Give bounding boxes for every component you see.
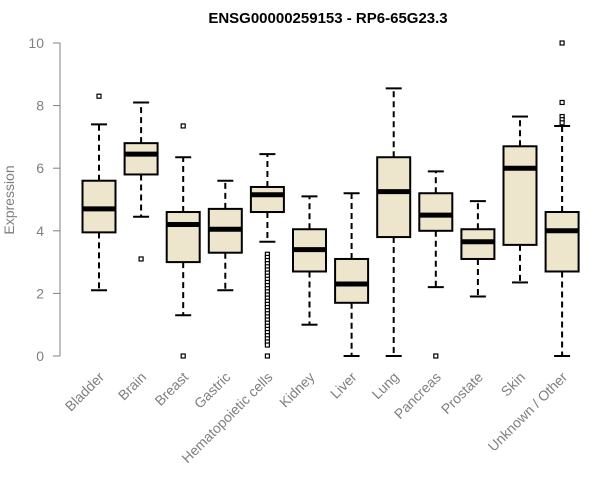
box-unknown-other xyxy=(544,40,580,357)
y-tick-label: 8 xyxy=(36,98,44,114)
y-axis-label: Expression xyxy=(1,165,17,234)
x-tick-label: Skin xyxy=(498,369,529,400)
outlier-point xyxy=(180,353,186,359)
iqr-box xyxy=(249,185,285,214)
box-hematopoietic-cells xyxy=(249,153,285,359)
outlier-point xyxy=(138,256,144,262)
outlier-point xyxy=(433,353,439,359)
iqr-box xyxy=(418,192,454,232)
iqr-box xyxy=(544,211,580,273)
x-tick-label: Breast xyxy=(151,369,191,409)
x-tick-label: Unknown / Other xyxy=(485,369,571,455)
box-lung xyxy=(376,87,412,357)
box-liver xyxy=(334,192,370,357)
outlier-point xyxy=(96,93,102,99)
iqr-box xyxy=(502,145,538,246)
outlier-point xyxy=(180,123,186,129)
iqr-box xyxy=(165,211,201,264)
boxes-group xyxy=(81,40,580,359)
iqr-box xyxy=(334,257,370,304)
box-pancreas xyxy=(418,170,454,359)
outlier-point xyxy=(559,40,565,46)
y-tick-label: 6 xyxy=(36,160,44,176)
y-tick-label: 0 xyxy=(36,348,44,364)
x-tick-label: Bladder xyxy=(62,369,108,415)
outlier-point xyxy=(264,353,270,359)
y-tick-label: 10 xyxy=(28,35,44,51)
box-skin xyxy=(502,115,538,284)
x-tick-label: Liver xyxy=(327,369,360,402)
outlier-point xyxy=(559,99,565,106)
iqr-box xyxy=(376,156,412,239)
box-prostate xyxy=(460,200,496,298)
box-brain xyxy=(123,101,159,262)
outlier-point xyxy=(264,342,270,348)
box-bladder xyxy=(81,93,117,292)
chart-title: ENSG00000259153 - RP6-65G23.3 xyxy=(208,10,447,27)
box-breast xyxy=(165,123,201,359)
box-gastric xyxy=(207,179,243,292)
x-tick-label: Brain xyxy=(115,369,149,403)
x-tick-label: Kidney xyxy=(276,369,318,411)
y-axis: 0 2 4 6 8 10 xyxy=(28,35,61,364)
outlier-point xyxy=(559,120,565,126)
x-tick-label: Prostate xyxy=(438,369,486,417)
y-tick-label: 4 xyxy=(36,223,44,239)
box-kidney xyxy=(292,195,327,326)
x-tick-label: Lung xyxy=(368,369,401,402)
y-tick-label: 2 xyxy=(36,285,44,301)
iqr-box xyxy=(123,142,159,176)
x-tick-label: Pancreas xyxy=(391,369,444,422)
